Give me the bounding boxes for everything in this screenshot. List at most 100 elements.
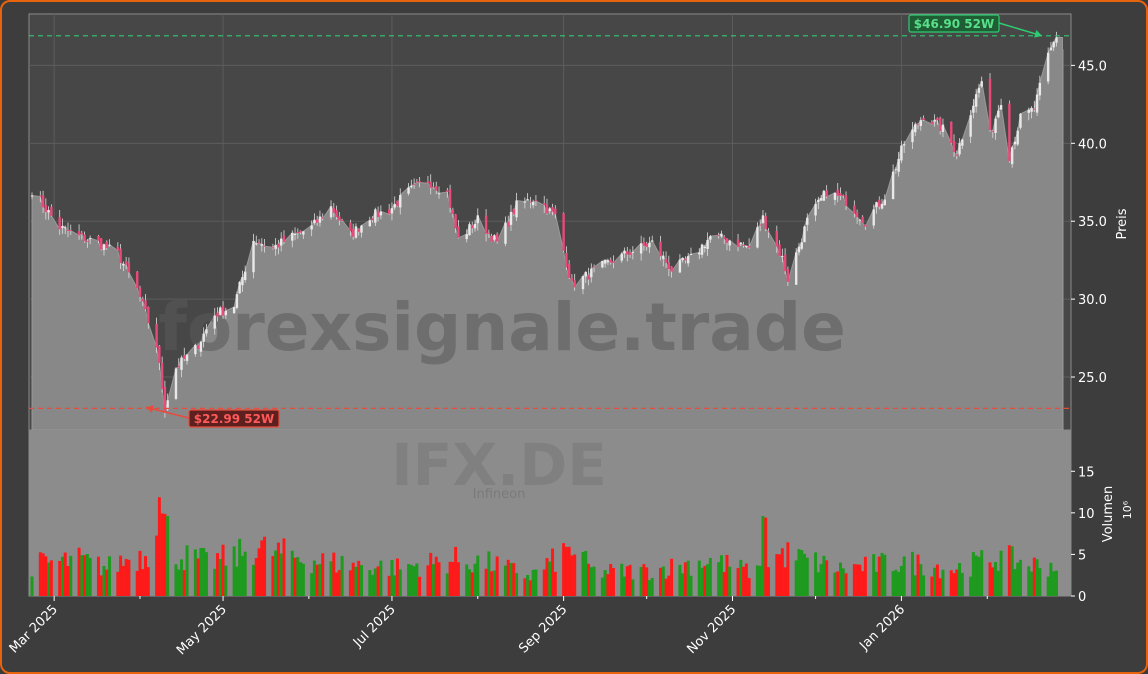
volume-bar: [290, 550, 294, 596]
volume-bar: [476, 555, 480, 596]
volume-bar: [562, 543, 566, 596]
volume-bar: [127, 559, 131, 596]
volume-bar: [977, 556, 981, 596]
volume-bar: [487, 551, 491, 596]
candle-body: [205, 329, 208, 334]
candle-body: [194, 344, 197, 355]
candle-body: [628, 252, 632, 256]
volume-bar: [216, 553, 220, 596]
candle-body: [914, 124, 917, 133]
candle-body: [147, 306, 150, 324]
volume-bar: [913, 575, 917, 596]
volume-bar: [872, 554, 876, 596]
candle-body: [687, 256, 690, 264]
volume-bar: [553, 571, 557, 596]
candle-body: [742, 244, 745, 246]
volume-bar: [80, 555, 84, 596]
watermark-site: forexsignale.trade: [158, 289, 846, 366]
candle-body: [994, 118, 997, 133]
volume-bar: [47, 562, 51, 596]
candle-body: [642, 241, 646, 246]
volume-bar: [625, 566, 629, 596]
candle-body: [255, 243, 258, 245]
candle-body: [545, 204, 549, 214]
volume-bar: [66, 565, 70, 596]
candle-body: [977, 87, 981, 93]
candle-body: [216, 312, 219, 317]
volume-bar: [722, 571, 726, 596]
volume-bar: [780, 548, 784, 596]
volume-bar: [379, 560, 383, 596]
candle-body: [531, 201, 535, 206]
volume-bar: [456, 562, 460, 596]
volume-bar: [368, 570, 372, 596]
candle-body: [717, 234, 720, 236]
candle-body: [396, 200, 399, 207]
volume-bar: [647, 580, 651, 596]
volume-bar: [1030, 571, 1034, 596]
volume-bar: [263, 536, 267, 596]
volume-bar: [542, 569, 546, 596]
candle-body: [97, 235, 100, 241]
volume-bar: [891, 571, 895, 596]
volume-bar: [767, 567, 771, 596]
candle-body: [894, 168, 898, 170]
candle-body: [318, 216, 322, 223]
volume-bar: [758, 565, 762, 596]
candle-body: [855, 212, 859, 218]
volume-bar: [631, 579, 635, 596]
volume-bar: [794, 560, 798, 596]
volume-bar: [706, 564, 710, 596]
candle-body: [864, 224, 867, 227]
volume-bar: [354, 566, 358, 596]
volume-bar: [202, 548, 206, 596]
volume-bar: [1018, 559, 1022, 596]
volume-bar: [473, 563, 477, 596]
volume-bar: [570, 555, 574, 596]
volume-bar: [1038, 568, 1042, 596]
candle-body: [922, 118, 925, 121]
volume-bar: [988, 562, 992, 596]
volume-tick-label: 10: [1078, 507, 1095, 522]
volume-bar: [642, 564, 646, 596]
volume-bar: [1010, 546, 1014, 596]
low-annotation-arrowhead: [146, 405, 154, 413]
volume-bar: [1007, 545, 1011, 596]
volume-bar: [467, 569, 471, 596]
candle-body: [88, 238, 92, 240]
volume-bar: [387, 575, 391, 596]
candle-body: [446, 190, 449, 192]
candle-body: [761, 215, 765, 223]
volume-bar: [786, 542, 790, 596]
volume-bar: [69, 555, 73, 596]
x-tick-label: May 2025: [174, 602, 230, 658]
candle-body: [548, 208, 551, 211]
volume-bar: [587, 563, 591, 596]
candle-body: [80, 232, 84, 235]
candle-body: [39, 195, 42, 197]
volume-bar: [935, 564, 939, 596]
low-annotation-label: $22.99 52W: [194, 412, 274, 426]
candle-body: [332, 207, 336, 213]
candle-body: [351, 228, 355, 237]
volume-bar: [30, 576, 34, 596]
volume-bar: [744, 563, 748, 596]
candle-body: [44, 204, 48, 212]
candle-body: [66, 229, 70, 231]
volume-bar: [941, 569, 945, 596]
volume-bar: [155, 535, 159, 596]
candle-body: [354, 226, 358, 238]
candle-body: [451, 209, 455, 214]
volume-bar: [600, 577, 604, 596]
volume-bar: [697, 560, 701, 596]
candle-body: [102, 244, 106, 251]
volume-bar: [180, 559, 184, 596]
candle-body: [794, 252, 798, 285]
volume-bar: [589, 567, 593, 596]
candle-body: [415, 181, 419, 183]
volume-bar: [412, 566, 416, 596]
volume-bar: [99, 575, 103, 596]
volume-bar: [1016, 562, 1020, 596]
candle-body: [590, 268, 593, 278]
candle-body: [310, 225, 313, 230]
